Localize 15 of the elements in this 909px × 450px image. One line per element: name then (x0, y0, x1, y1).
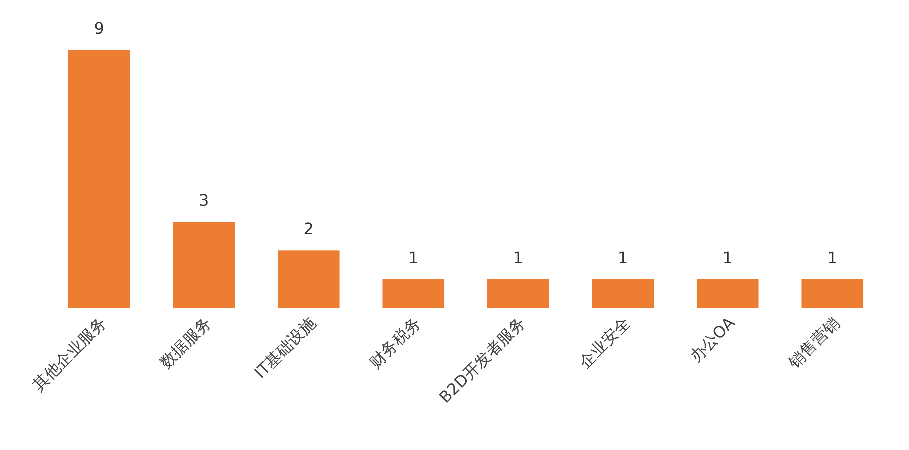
x-tick-label: 销售营销 (784, 313, 844, 373)
data-label: 9 (94, 19, 104, 38)
data-label: 1 (513, 248, 524, 268)
x-tick-label: 财务税务 (366, 313, 424, 372)
x-tick-label: 企业安全 (575, 313, 634, 372)
data-label: 2 (304, 220, 314, 239)
x-tick-label: 办公OA (686, 313, 739, 366)
x-tick-label: 其他企业服务 (28, 313, 110, 395)
data-label: 1 (618, 248, 628, 268)
data-label: 1 (828, 248, 838, 268)
data-label: 1 (722, 248, 733, 268)
data-label: 3 (199, 191, 210, 210)
x-tick-label: IT基础设施 (250, 313, 320, 382)
data-label: 1 (408, 248, 419, 268)
x-tick-label: 数据服务 (156, 313, 215, 372)
